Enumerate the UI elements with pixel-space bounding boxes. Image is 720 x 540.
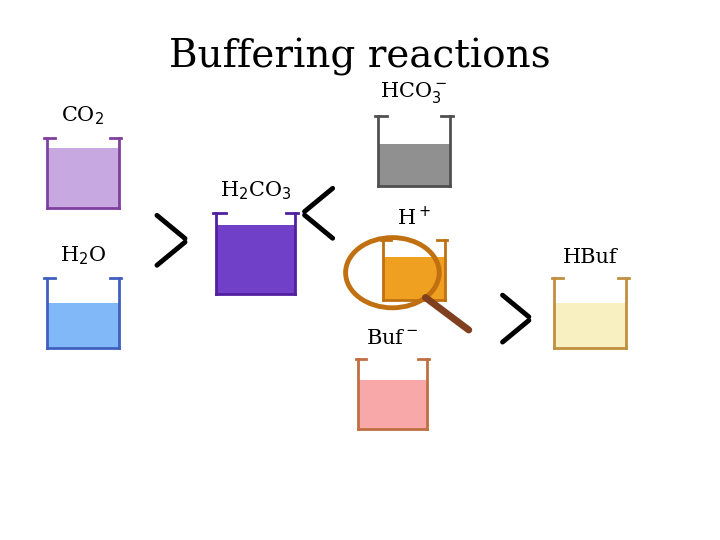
FancyBboxPatch shape [47, 148, 119, 208]
Text: CO$_2$: CO$_2$ [61, 104, 104, 127]
Text: HBuf: HBuf [563, 248, 618, 267]
FancyBboxPatch shape [378, 144, 450, 186]
FancyBboxPatch shape [383, 257, 444, 300]
Text: HCO$_3^-$: HCO$_3^-$ [380, 80, 448, 105]
Text: Buffering reactions: Buffering reactions [169, 38, 551, 76]
Text: Buf$^-$: Buf$^-$ [366, 329, 418, 348]
Text: H$_2$CO$_3$: H$_2$CO$_3$ [220, 180, 292, 202]
FancyBboxPatch shape [47, 302, 119, 348]
FancyBboxPatch shape [216, 226, 295, 294]
Text: H$^+$: H$^+$ [397, 206, 431, 230]
FancyBboxPatch shape [359, 380, 426, 429]
Text: H$_2$O: H$_2$O [60, 245, 106, 267]
FancyBboxPatch shape [554, 302, 626, 348]
